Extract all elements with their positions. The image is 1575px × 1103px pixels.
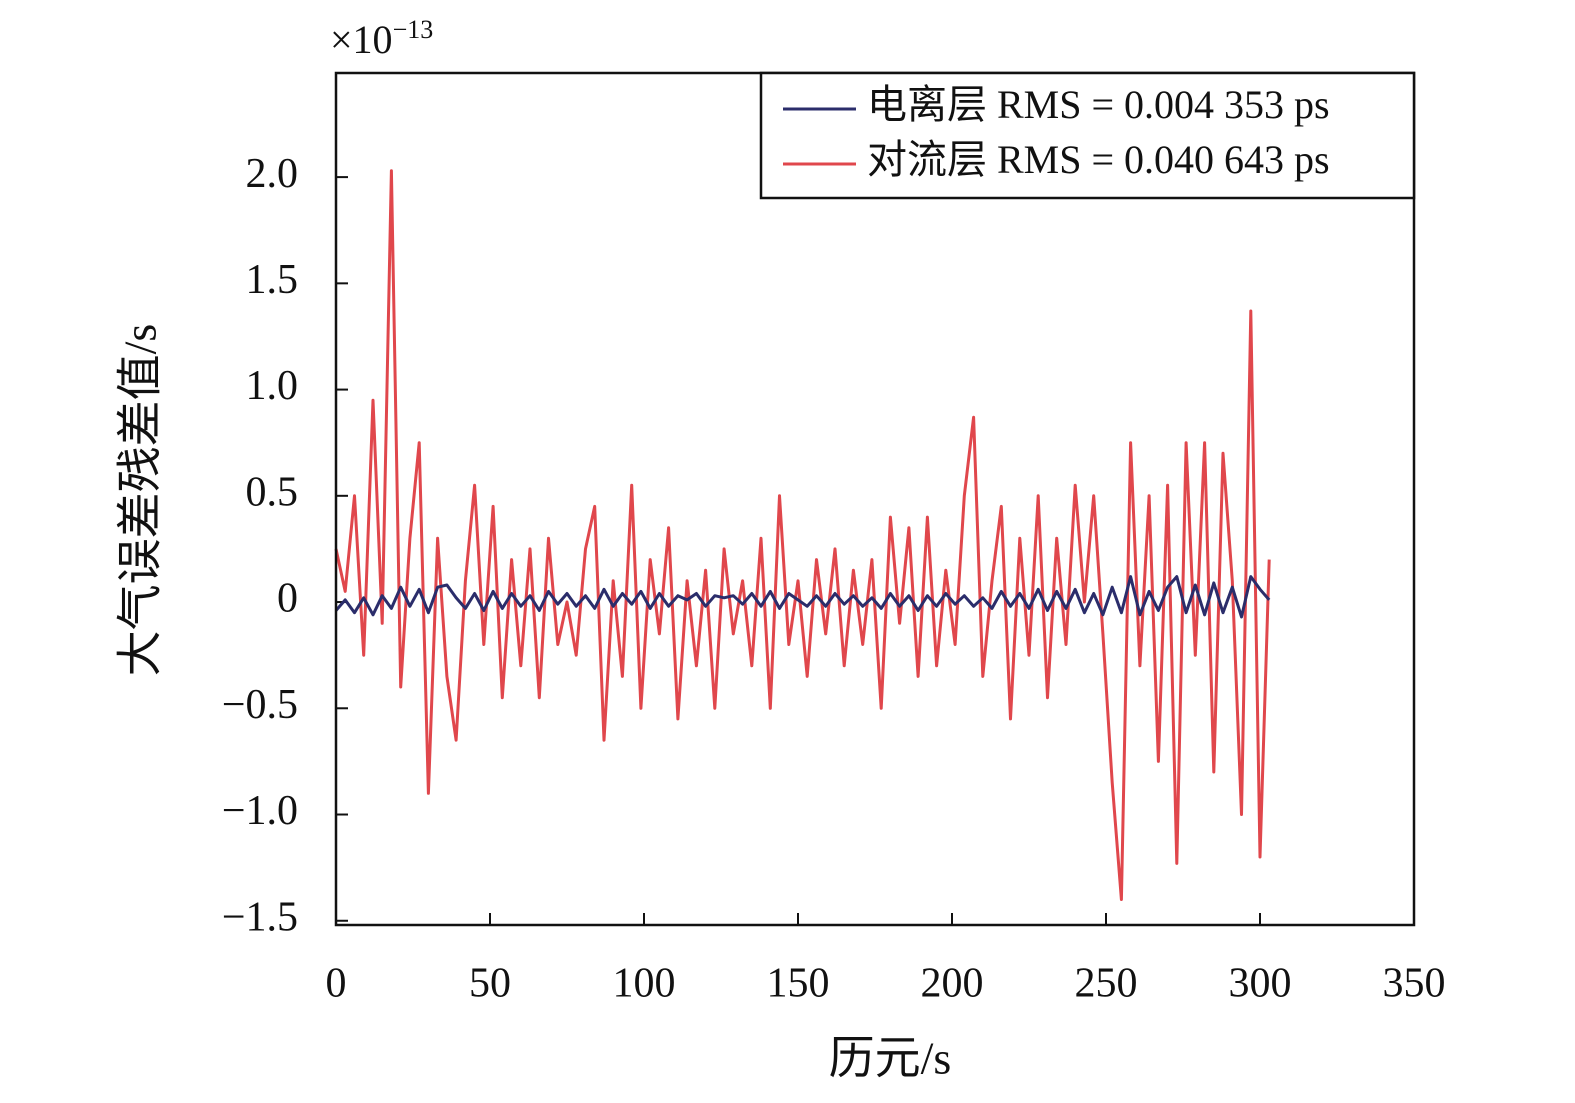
x-tick-label: 0	[326, 961, 347, 1007]
legend-label: 对流层 RMS = 0.040 643 ps	[867, 137, 1330, 182]
x-tick-label: 250	[1075, 961, 1138, 1007]
x-tick-label: 100	[613, 961, 676, 1007]
y-tick-label: −1.5	[222, 894, 298, 940]
y-offset-exponent: −13	[393, 15, 434, 44]
x-axis-label: 历元/s	[829, 1033, 952, 1084]
y-tick-label: 0.5	[246, 469, 299, 515]
x-tick-label: 50	[469, 961, 511, 1007]
y-offset: ×10−13	[330, 15, 433, 62]
legend-label: 电离层 RMS = 0.004 353 ps	[867, 82, 1330, 127]
line-series	[334, 169, 1271, 901]
x-tick-label: 200	[921, 961, 984, 1007]
y-tick-label: 1.0	[246, 363, 299, 409]
plot-frame	[334, 71, 1416, 927]
line-series	[334, 575, 1271, 619]
legend-box	[759, 71, 1416, 200]
y-axis-label: 大气误差残差值/s	[115, 324, 166, 677]
x-tick-label: 150	[767, 961, 830, 1007]
y-tick-label: −0.5	[222, 682, 298, 728]
y-tick-label: −1.0	[222, 788, 298, 834]
x-tick-label: 350	[1383, 961, 1446, 1007]
x-tick-label: 300	[1229, 961, 1292, 1007]
y-offset-base: ×10	[330, 17, 393, 62]
y-tick-label: 0	[277, 576, 298, 622]
y-tick-label: 1.5	[246, 257, 299, 303]
y-tick-label: 2.0	[246, 151, 299, 197]
